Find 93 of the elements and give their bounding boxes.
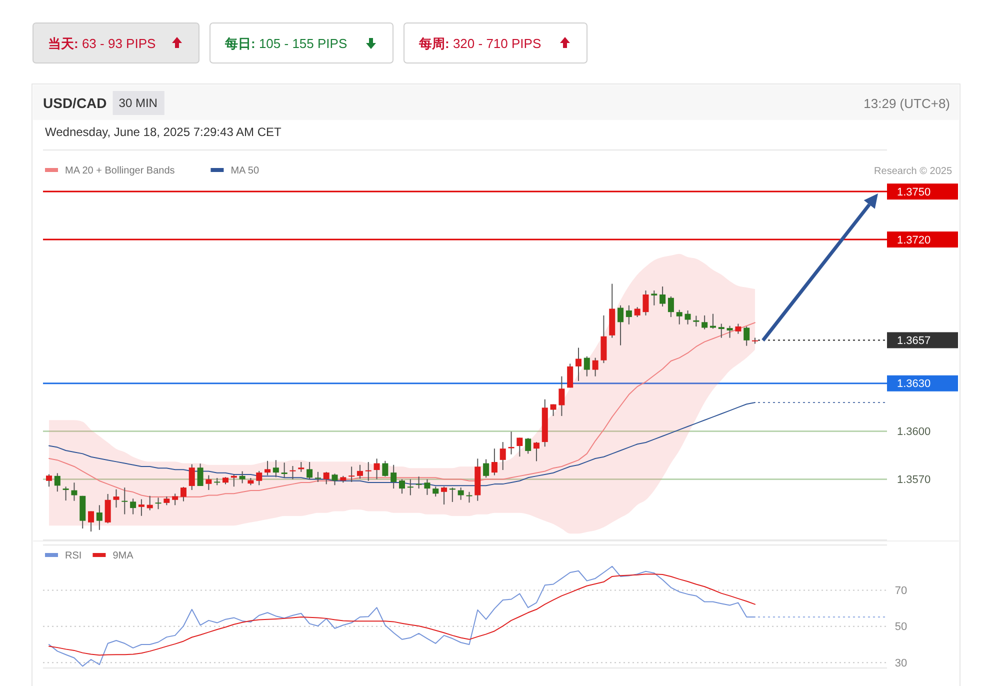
candlestick: [365, 462, 372, 482]
candlestick: [744, 326, 750, 346]
candlestick: [290, 465, 296, 480]
candlestick: [626, 304, 632, 325]
candlestick: [642, 290, 649, 316]
candlestick: [491, 448, 498, 476]
ref-line-label: 1.3570: [897, 474, 931, 486]
ref-line-label: 1.3600: [897, 426, 931, 438]
candlestick: [466, 491, 472, 504]
candlestick: [382, 460, 388, 478]
candlestick: [306, 462, 313, 480]
candlestick: [432, 486, 439, 498]
candlestick: [458, 487, 464, 500]
candlestick: [138, 498, 144, 516]
candlestick: [122, 487, 128, 515]
y-tick-label: 50: [894, 621, 908, 634]
candlestick: [516, 437, 523, 458]
candlestick: [592, 357, 598, 377]
candlestick: [618, 304, 624, 346]
line-series: [48, 574, 756, 656]
text: 30 MIN: [118, 96, 158, 110]
candlestick: [668, 296, 674, 318]
candlestick: [735, 323, 742, 334]
ref-line-label: 1.3750: [897, 186, 931, 198]
candlestick: [390, 464, 397, 490]
candlestick: [130, 498, 136, 515]
ref-line-label: 1.3630: [897, 378, 931, 390]
ref-line-label: 1.3720: [897, 234, 931, 246]
candlestick: [314, 471, 321, 482]
candlestick: [172, 493, 178, 506]
candlestick: [348, 466, 355, 482]
candlestick: [281, 462, 288, 478]
candlestick: [155, 497, 162, 510]
candlestick: [206, 474, 212, 490]
chart-title: USD/CAD: [43, 95, 107, 111]
candlestick: [71, 482, 78, 502]
candlestick: [651, 290, 658, 306]
candlestick: [416, 476, 422, 490]
text: Research © 2025: [874, 166, 952, 177]
text: 当天: 63 - 93 PIPS: [48, 36, 156, 51]
text: 每日: 105 - 155 PIPS: [224, 36, 348, 51]
candlestick: [264, 460, 271, 476]
candlestick: [407, 478, 414, 496]
candlestick: [256, 470, 262, 486]
candlestick: [576, 347, 582, 382]
candlestick: [567, 363, 574, 388]
candlestick: [600, 314, 607, 364]
candlestick: [584, 356, 590, 377]
candlestick: [323, 471, 330, 485]
candlestick: [54, 472, 60, 492]
candlestick: [684, 310, 691, 325]
text: 每周: 320 - 710 PIPS: [418, 36, 542, 51]
candlestick: [676, 309, 682, 325]
legend-label: MA 20 + Bollinger Bands: [65, 166, 175, 176]
line-series: [48, 566, 756, 667]
candlestick: [188, 464, 195, 490]
candlestick: [399, 478, 405, 494]
candlestick: [356, 464, 363, 480]
candlestick: [298, 462, 304, 472]
candlestick: [46, 474, 52, 488]
candlestick: [424, 478, 430, 496]
legend-label: MA 50: [230, 166, 260, 176]
y-tick-label: 70: [894, 585, 908, 598]
candlestick: [726, 325, 733, 338]
candlestick: [660, 286, 666, 307]
candlestick: [239, 470, 246, 484]
candlestick: [96, 504, 102, 530]
candlestick: [718, 323, 724, 338]
y-tick-label: 30: [894, 657, 908, 670]
candlestick: [702, 314, 708, 330]
candlestick: [113, 488, 120, 508]
candlestick: [272, 460, 279, 478]
candlestick: [525, 438, 532, 454]
legend-label: RSI: [65, 550, 82, 562]
text: 13:29 (UTC+8): [864, 96, 950, 111]
candlestick: [508, 431, 514, 455]
candlestick: [62, 486, 69, 502]
candlestick: [533, 442, 540, 462]
candlestick: [104, 493, 111, 524]
candlestick: [558, 376, 565, 416]
candlestick: [180, 486, 186, 502]
candlestick: [88, 510, 94, 532]
candlestick: [374, 458, 380, 480]
candlestick: [332, 473, 338, 486]
chart-subtitle: Wednesday, June 18, 2025 7:29:43 AM CET: [45, 125, 282, 139]
candlestick: [483, 458, 490, 478]
candlestick: [693, 315, 700, 327]
candlestick: [441, 486, 448, 506]
candlestick: [197, 463, 204, 486]
candlestick: [500, 442, 506, 470]
legend-label: 9MA: [112, 550, 134, 562]
ref-line-label: 1.3657: [897, 335, 931, 348]
candlestick: [634, 306, 640, 318]
